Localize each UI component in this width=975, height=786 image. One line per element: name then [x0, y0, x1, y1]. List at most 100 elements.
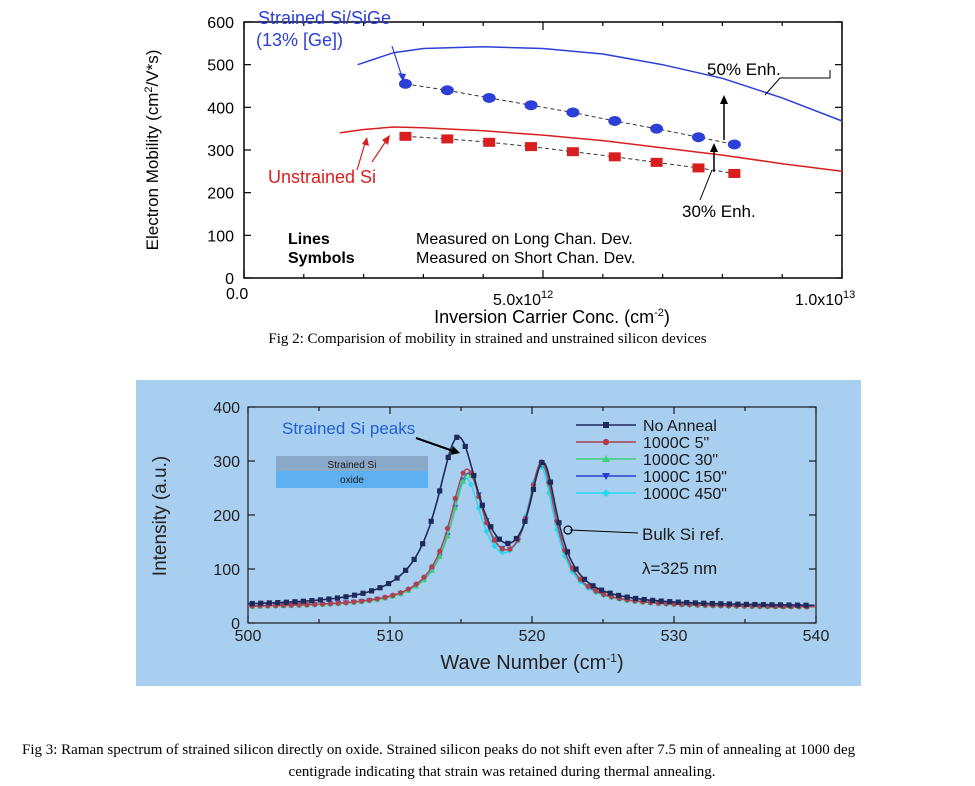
- symbols-key: Symbols: [288, 250, 355, 267]
- raman-marker: [491, 537, 497, 543]
- unstrained-data-point: [399, 131, 412, 141]
- raman-marker: [581, 576, 588, 582]
- strained-data-point: [482, 92, 496, 103]
- raman-marker: [374, 596, 380, 602]
- raman-marker: [398, 589, 404, 596]
- fig3-y-tick-label: 100: [213, 562, 240, 579]
- inset-oxide: [276, 471, 428, 488]
- bulk-marker: [563, 525, 573, 535]
- strained-long-channel-line: [357, 45, 843, 122]
- raman-marker: [633, 595, 639, 602]
- unstrained-arrowhead: [382, 135, 390, 145]
- raman-marker: [360, 590, 366, 596]
- fig2-y-tick-label: 200: [207, 186, 234, 203]
- raman-marker: [343, 599, 349, 606]
- unstrained-data-point: [566, 147, 579, 157]
- raman-marker: [403, 567, 409, 573]
- raman-marker: [522, 518, 528, 525]
- raman-marker: [641, 596, 647, 603]
- strained-ge-label: (13% [Ge]): [256, 30, 343, 50]
- raman-marker: [624, 594, 630, 600]
- raman-marker: [258, 600, 264, 606]
- strained-peaks-arrowhead: [450, 446, 460, 455]
- unstrained-label: Unstrained Si: [268, 167, 376, 187]
- unstrained-data-point: [525, 142, 538, 152]
- raman-marker: [351, 592, 358, 598]
- raman-chart: 0 100 200 300 400 500 510 520 530 540 Strained Si…: [136, 380, 861, 686]
- raman-marker: [351, 599, 357, 605]
- unstrained-long-channel-line: [339, 126, 843, 173]
- raman-marker: [343, 594, 349, 600]
- raman-marker: [675, 599, 681, 605]
- lines-key: Lines: [288, 231, 330, 248]
- raman-marker: [650, 597, 656, 603]
- raman-marker: [735, 601, 741, 607]
- fig3-caption-line1: Fig 3: Raman spectrum of strained silico…: [22, 742, 856, 758]
- raman-marker: [546, 489, 553, 496]
- strained-label: Strained Si/SiGe: [258, 8, 391, 28]
- raman-marker: [590, 583, 596, 589]
- fig3-x-tick-label: 520: [519, 628, 546, 645]
- fig3-x-tick-label: 510: [377, 628, 404, 645]
- raman-marker: [421, 574, 427, 580]
- lines-desc: Measured on Long Chan. Dev.: [416, 231, 633, 248]
- raman-marker: [382, 594, 388, 600]
- fig3-y-tick-label: 300: [213, 454, 240, 471]
- fig3-series: [247, 434, 815, 610]
- raman-marker: [556, 520, 562, 526]
- unstrained-data-point: [441, 134, 454, 144]
- raman-marker: [573, 566, 579, 572]
- raman-marker: [684, 599, 690, 606]
- fig3-ticks: 0 100 200 300 400 500 510 520 530 540: [213, 400, 829, 645]
- raman-marker: [467, 481, 474, 488]
- legend-label: No Anneal: [643, 418, 717, 435]
- raman-marker: [437, 548, 443, 554]
- fig2-x-tick-0: 0.0: [226, 286, 248, 303]
- fig3-y-tick-label: 400: [213, 400, 240, 417]
- raman-marker: [701, 600, 707, 606]
- mobility-chart: 0 100 200 300 400 500 600 Electron Mobility (c…: [143, 8, 855, 327]
- raman-marker: [760, 602, 767, 608]
- raman-marker: [436, 553, 443, 559]
- raman-marker: [530, 486, 537, 492]
- raman-marker: [616, 592, 622, 599]
- raman-marker: [585, 583, 591, 589]
- fig2-y-tick-label: 0: [225, 271, 234, 288]
- lambda-label: λ=325 nm: [642, 559, 717, 578]
- fig3-y-tick-label: 0: [231, 616, 240, 633]
- raman-marker: [413, 581, 419, 587]
- raman-marker: [607, 590, 613, 596]
- fig3-y-axis-label: Intensity (a.u.): [150, 456, 171, 576]
- raman-marker: [460, 477, 467, 484]
- fig2-caption: Fig 2: Comparision of mobility in strain…: [268, 331, 707, 347]
- inset-bottom-label: oxide: [340, 475, 364, 486]
- strained-data-point: [440, 85, 454, 96]
- enh50-label: 50% Enh.: [707, 60, 781, 79]
- raman-marker: [335, 600, 341, 606]
- raman-marker: [803, 602, 809, 608]
- raman-marker: [334, 595, 341, 601]
- raman-marker: [275, 600, 281, 606]
- fig3-x-tick-label: 530: [661, 628, 688, 645]
- fig2-y-tick-label: 400: [207, 100, 234, 117]
- raman-marker: [327, 600, 333, 607]
- unstrained-arrowhead-2: [362, 137, 369, 146]
- raman-marker: [658, 598, 664, 604]
- raman-marker: [601, 591, 607, 597]
- fig2-series: [339, 45, 843, 178]
- legend-label: 1000C 150": [643, 469, 727, 486]
- enh30-label: 30% Enh.: [682, 202, 756, 221]
- raman-marker: [479, 502, 485, 508]
- raman-marker: [452, 504, 459, 511]
- raman-marker: [786, 602, 792, 608]
- raman-marker: [593, 588, 599, 594]
- strained-data-point: [524, 100, 538, 111]
- enh50-line: [764, 70, 831, 96]
- strained-peaks-arrow: [415, 437, 457, 453]
- strained-arrowhead: [398, 73, 406, 82]
- raman-marker: [499, 546, 505, 552]
- fig2-x-axis-label: Inversion Carrier Conc. (cm-2): [434, 307, 670, 327]
- unstrained-data-point: [650, 157, 663, 167]
- raman-marker: [777, 602, 784, 608]
